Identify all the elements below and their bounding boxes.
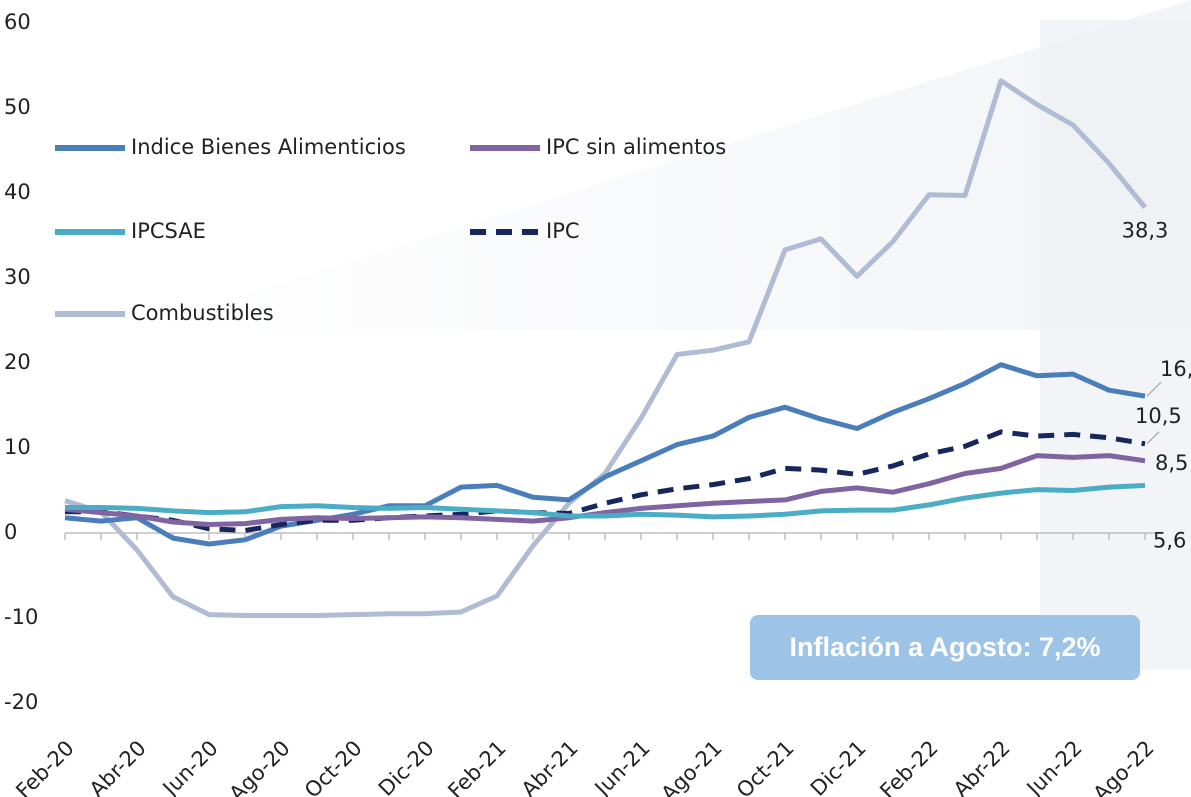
x-tick-label: Oct-21 [732, 736, 799, 797]
annotation-box: Inflación a Agosto: 7,2% [750, 615, 1140, 680]
y-tick-label: 30 [4, 265, 31, 289]
legend-label: IPC [546, 219, 580, 243]
data-label: 38,3 [1122, 218, 1169, 242]
y-tick-label: 20 [4, 350, 31, 374]
x-tick-label: Feb-21 [443, 736, 511, 797]
x-tick-label: Jun-20 [157, 736, 223, 797]
legend-label: Combustibles [131, 301, 274, 325]
y-tick-label: 60 [4, 10, 31, 34]
y-tick-label: -10 [4, 605, 38, 629]
x-tick-label: Dic-21 [806, 736, 871, 797]
annotation: Inflación a Agosto: 7,2% [789, 632, 1100, 662]
data-label: 16,1 [1160, 357, 1191, 381]
x-tick-label: Ago-20 [225, 736, 295, 797]
data-label: 10,5 [1135, 404, 1182, 428]
legend-label: Indice Bienes Alimenticios [131, 135, 406, 159]
y-tick-label: 40 [4, 180, 31, 204]
x-tick-label: Abr-22 [949, 736, 1015, 797]
y-tick-label: 0 [4, 520, 17, 544]
legend-label: IPC sin alimentos [546, 135, 726, 159]
x-tick-label: Abr-20 [85, 736, 151, 797]
y-tick-label: 10 [4, 435, 31, 459]
x-tick-label: Ago-22 [1089, 736, 1159, 797]
x-tick-label: Oct-20 [300, 736, 367, 797]
x-tick-label: Jun-22 [1021, 736, 1087, 797]
x-tick-label: Feb-20 [11, 736, 79, 797]
data-label: 5,6 [1153, 528, 1186, 552]
x-tick-label: Ago-21 [657, 736, 727, 797]
x-tick-label: Abr-21 [517, 736, 583, 797]
background-shape [130, 0, 1191, 330]
y-tick-label: -20 [4, 690, 38, 714]
legend-label: IPCSAE [131, 219, 206, 243]
x-tick-label: Feb-22 [875, 736, 943, 797]
y-tick-label: 50 [4, 95, 31, 119]
data-label: 8,5 [1155, 451, 1188, 475]
x-tick-label: Jun-21 [589, 736, 655, 797]
x-tick-label: Dic-20 [374, 736, 439, 797]
chart: -20-100102030405060Feb-20Abr-20Jun-20Ago… [0, 0, 1191, 797]
